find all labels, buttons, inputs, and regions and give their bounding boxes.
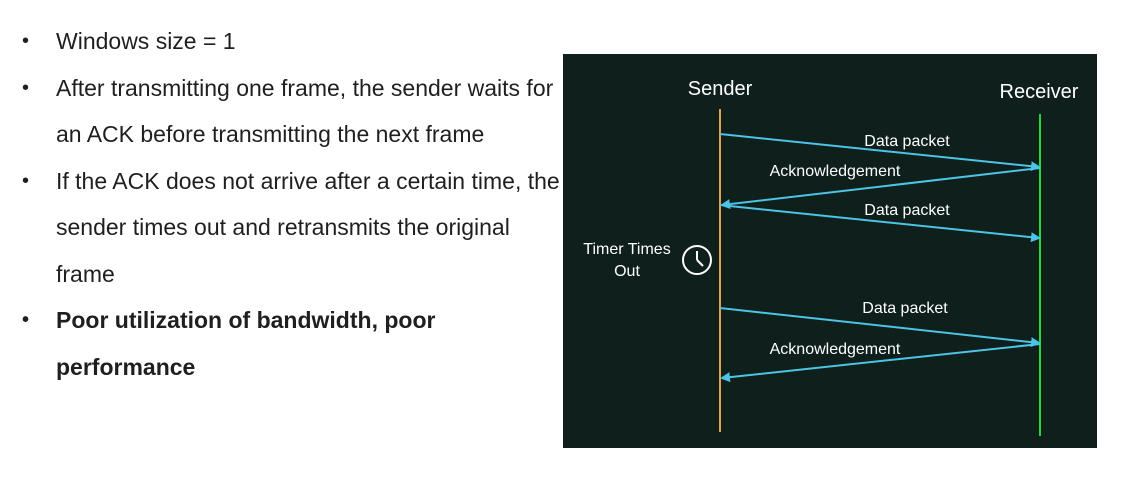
- bullet-item: • After transmitting one frame, the send…: [0, 65, 560, 158]
- message-label: Data packet: [862, 300, 948, 317]
- sender-label: Sender: [688, 78, 753, 100]
- message-label: Acknowledgement: [770, 163, 901, 180]
- bullet-item: • Windows size = 1: [0, 18, 560, 65]
- message-arrow: [719, 204, 1041, 243]
- message-arrow: [720, 167, 1041, 210]
- bullet-marker: •: [22, 309, 30, 331]
- receiver-label: Receiver: [1000, 81, 1079, 103]
- message-arrow: [719, 133, 1041, 172]
- bullet-marker: •: [22, 30, 30, 52]
- stop-and-wait-diagram: Sender Receiver Data packet Acknowledgem…: [563, 54, 1097, 448]
- bullet-marker: •: [22, 169, 30, 192]
- message-label: Acknowledgement: [770, 341, 901, 358]
- bullet-item-emphasis: • Poor utilization of bandwidth, poor pe…: [0, 297, 560, 390]
- bullet-list: • Windows size = 1 • After transmitting …: [0, 18, 560, 390]
- message-label: Data packet: [864, 133, 950, 150]
- message-arrow: [720, 343, 1041, 383]
- message-arrow: [719, 307, 1041, 348]
- bullet-marker: •: [22, 76, 30, 99]
- timer-label-line2: Out: [614, 263, 640, 280]
- bullet-text: After transmitting one frame, the sender…: [56, 74, 554, 148]
- bullet-text: Windows size = 1: [56, 28, 236, 54]
- bullet-text: Poor utilization of bandwidth, poor perf…: [56, 307, 436, 380]
- timer-label-line1: Timer Times: [583, 241, 670, 258]
- bullet-text: If the ACK does not arrive after a certa…: [56, 167, 560, 287]
- sequence-diagram-svg: Sender Receiver Data packet Acknowledgem…: [583, 78, 1079, 436]
- message-label: Data packet: [864, 202, 950, 219]
- clock-icon: [682, 245, 712, 275]
- bullet-item: • If the ACK does not arrive after a cer…: [0, 158, 560, 298]
